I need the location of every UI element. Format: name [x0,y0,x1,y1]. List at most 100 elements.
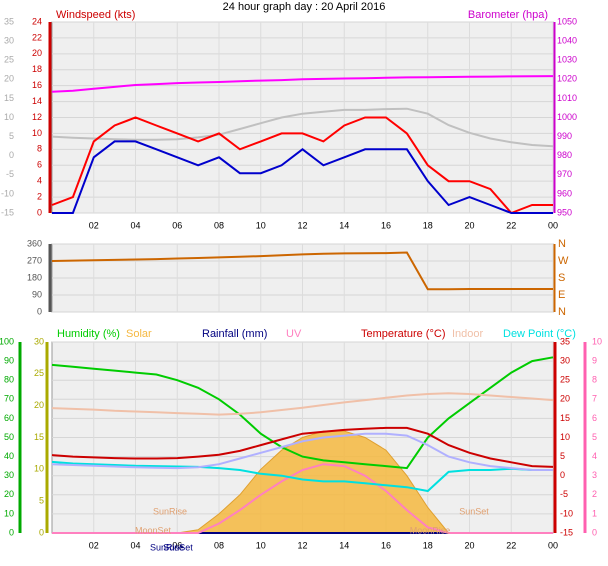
y-tick-label: -5 [560,489,568,499]
y-tick-label: 980 [557,150,572,160]
legend-label: Humidity (%) [57,328,120,340]
y-tick-label: -15 [1,207,14,217]
y-tick-label: 10 [4,508,14,518]
y-tick-label: 100 [0,336,14,346]
x-tick-label: 22 [506,220,516,230]
y-tick-label: 9 [592,355,597,365]
y-tick-label: 0 [39,527,44,537]
x-tick-label: 16 [381,220,391,230]
y-tick-label: 50 [4,432,14,442]
y-tick-label: 20 [4,74,14,84]
y-tick-label: 0 [37,306,42,316]
x-tick-label: 18 [423,540,433,550]
y-tick-label: 0 [560,470,565,480]
x-tick-label: 14 [339,220,349,230]
y-tick-label: 18 [32,64,42,74]
y-tick-label: 40 [4,451,14,461]
y-tick-label: 7 [592,394,597,404]
y-tick-label: 30 [560,355,570,365]
y-tick-label: -15 [560,527,573,537]
legend-label: Dew Point (°C) [503,328,576,340]
y-tick-label: 6 [592,413,597,423]
x-tick-label: 12 [297,540,307,550]
y-tick-label: 1050 [557,16,577,26]
x-tick-label: 00 [548,220,558,230]
x-tick-label: 22 [506,540,516,550]
y2-axis-label: Barometer (hpa) [468,9,548,21]
y-tick-label: 1030 [557,55,577,65]
x-tick-label: 00 [548,540,558,550]
x-tick-label: 08 [214,220,224,230]
y-tick-label: 14 [32,96,42,106]
y-tick-label: 10 [4,112,14,122]
y-tick-label: 10 [32,128,42,138]
legend-label: Indoor [452,328,484,340]
y-tick-label: 90 [32,289,42,299]
y-tick-label: N [558,306,566,318]
y-tick-label: 12 [32,112,42,122]
y-tick-label: 30 [4,35,14,45]
y-tick-label: 15 [4,93,14,103]
annotation: MoonSet [135,525,172,535]
y-tick-label: 20 [560,394,570,404]
legend-label: Solar [126,328,152,340]
line [51,251,553,291]
x-tick-label: 04 [130,220,140,230]
y-tick-label: 1010 [557,93,577,103]
y-tick-label: S [558,272,565,284]
y-tick-label: 16 [32,80,42,90]
y-tick-label: 5 [39,496,44,506]
y-tick-label: 6 [37,160,42,170]
y-tick-label: 30 [4,470,14,480]
annotation: SunSet [163,542,193,552]
line [51,75,554,93]
y-tick-label: 25 [34,368,44,378]
x-tick-label: 04 [130,540,140,550]
y-tick-label: 4 [37,176,42,186]
x-tick-label: 02 [89,540,99,550]
annotation: SunSet [459,506,489,516]
y-tick-label: 1040 [557,35,577,45]
y-tick-label: W [558,255,569,267]
y-tick-label: 8 [592,375,597,385]
line [51,392,554,416]
y-tick-label: 2 [37,191,42,201]
y-tick-label: 20 [32,48,42,58]
x-tick-label: 10 [256,540,266,550]
y-axis-label: Windspeed (kts) [56,9,135,21]
y-tick-label: 950 [557,207,572,217]
y-tick-label: 0 [9,527,14,537]
y-tick-label: 180 [27,272,42,282]
annotation: SunRise [153,506,187,516]
y-tick-label: 15 [34,432,44,442]
y-tick-label: 10 [592,336,602,346]
y-tick-label: 1000 [557,112,577,122]
y-tick-label: 70 [4,394,14,404]
y-tick-label: 90 [4,355,14,365]
line [52,463,553,534]
legend-label: Temperature (°C) [361,328,445,340]
y-tick-label: 30 [34,336,44,346]
y-tick-label: 80 [4,375,14,385]
x-tick-label: 08 [214,540,224,550]
y-tick-label: 1 [592,508,597,518]
legend-label: UV [286,328,302,340]
x-tick-label: 12 [297,220,307,230]
y-tick-label: 25 [4,55,14,65]
y-tick-label: 360 [27,238,42,248]
y-tick-label: 2 [592,489,597,499]
y-tick-label: 20 [4,489,14,499]
y-tick-label: 8 [37,144,42,154]
line [51,107,554,148]
y-tick-label: 970 [557,169,572,179]
annotation: MoonRise [410,525,451,535]
y-tick-label: 10 [560,432,570,442]
chart-title: 24 hour graph day : 20 April 2016 [223,1,386,13]
y-tick-label: 25 [560,375,570,385]
y-tick-label: 0 [592,527,597,537]
y-tick-label: 35 [4,16,14,26]
y-tick-label: E [558,289,565,301]
y-tick-label: -5 [6,169,14,179]
y-tick-label: 0 [37,207,42,217]
